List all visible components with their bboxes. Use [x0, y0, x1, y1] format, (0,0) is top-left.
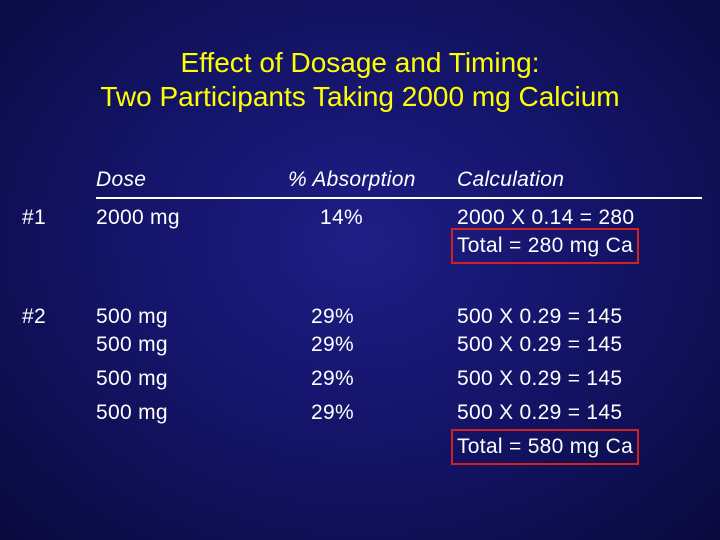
participant-2-id: #2 — [22, 305, 46, 328]
participant-2-absorption-1: 29% — [311, 305, 354, 328]
participant-2-absorption-2: 29% — [311, 333, 354, 356]
participant-2-total: Total = 580 mg Ca — [450, 429, 640, 465]
participant-2-dose-3: 500 mg — [96, 367, 168, 390]
participant-1-total: Total = 280 mg Ca — [450, 228, 640, 264]
title-line-1: Effect of Dosage and Timing: — [180, 47, 540, 78]
participant-2-calculation-1: 500 X 0.29 = 145 — [457, 305, 623, 328]
header-dose: Dose — [96, 168, 147, 191]
header-absorption: % Absorption — [288, 168, 416, 191]
participant-1-calculation: 2000 X 0.14 = 280 — [457, 206, 635, 229]
participant-2-dose-4: 500 mg — [96, 401, 168, 424]
participant-2-calculation-3: 500 X 0.29 = 145 — [457, 367, 623, 390]
participant-2-absorption-3: 29% — [311, 367, 354, 390]
header-calculation: Calculation — [457, 168, 565, 191]
participant-2-calculation-2: 500 X 0.29 = 145 — [457, 333, 623, 356]
participant-2-dose-1: 500 mg — [96, 305, 168, 328]
participant-2-dose-2: 500 mg — [96, 333, 168, 356]
slide-title: Effect of Dosage and Timing: Two Partici… — [0, 46, 720, 114]
title-line-2: Two Participants Taking 2000 mg Calcium — [100, 81, 620, 112]
participant-1-absorption: 14% — [320, 206, 363, 229]
header-rule — [96, 197, 702, 199]
participant-1-id: #1 — [22, 206, 46, 229]
participant-2-calculation-4: 500 X 0.29 = 145 — [457, 401, 623, 424]
participant-2-absorption-4: 29% — [311, 401, 354, 424]
participant-1-dose: 2000 mg — [96, 206, 180, 229]
